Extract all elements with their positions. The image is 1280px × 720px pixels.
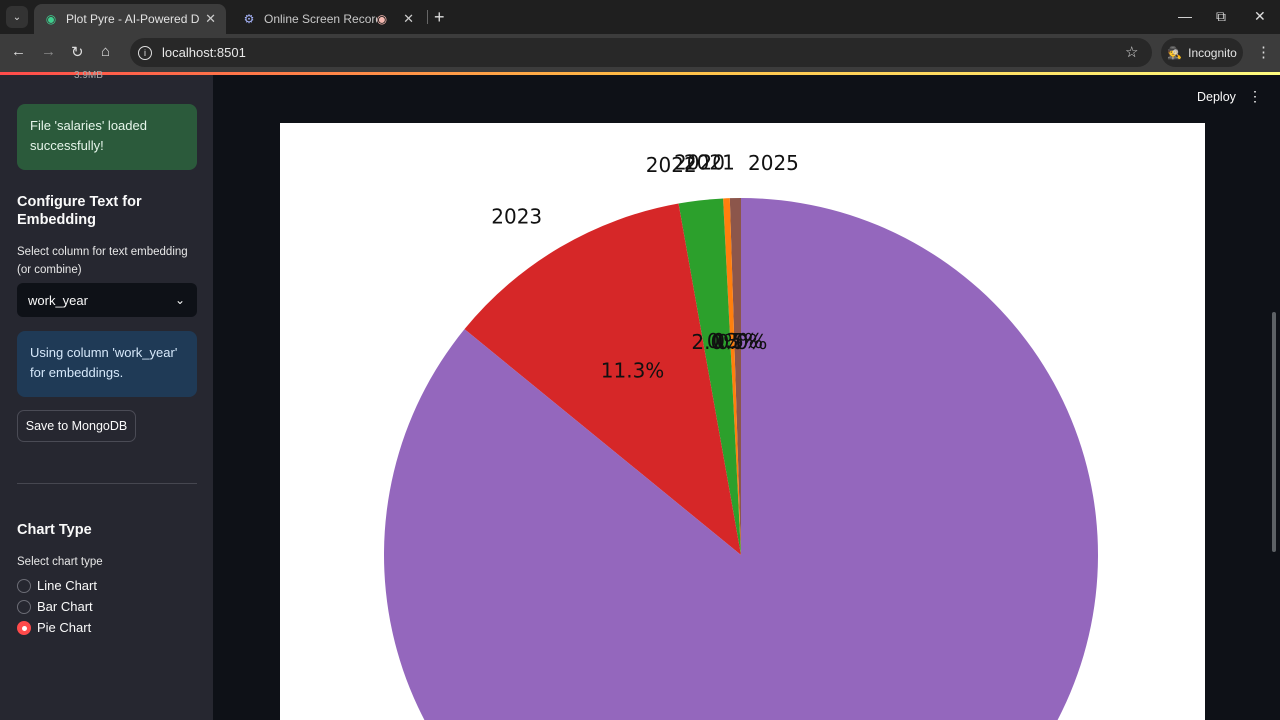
info-alert: Using column 'work_year' for embeddings.	[17, 331, 197, 397]
embedding-select-label: Select column for text embedding (or com…	[17, 246, 188, 276]
pie-slice-2021	[729, 198, 741, 555]
embedding-header: Configure Text for Embedding	[17, 194, 142, 228]
url-text: localhost:8501	[162, 45, 246, 60]
restore-button[interactable]: ⧉	[1216, 8, 1226, 24]
pie-chart: 0.5%20210.3%20202.0%202211.3%20232024202…	[280, 123, 1205, 720]
app-menu-icon[interactable]: ⋮	[1248, 88, 1262, 104]
success-alert: File 'salaries' loaded successfully!	[17, 104, 197, 170]
sidebar: 3.9MB File 'salaries' loaded successfull…	[0, 70, 213, 720]
minimize-button[interactable]: —	[1178, 8, 1192, 24]
tab-divider	[427, 10, 428, 24]
bookmark-star-icon[interactable]: ☆	[1125, 44, 1139, 61]
pie-slice-2023	[464, 203, 741, 555]
select-value: work_year	[28, 292, 88, 308]
deploy-button[interactable]: Deploy	[1197, 90, 1236, 104]
pie-slice-2020	[723, 198, 741, 555]
forward-button[interactable]: →	[41, 43, 56, 60]
chevron-down-icon: ⌄	[174, 293, 185, 307]
pie-slices	[384, 198, 1098, 720]
radio-circle-icon[interactable]	[17, 578, 31, 593]
pie-category-label: 2022	[646, 153, 697, 177]
tab-title: Plot Pyre - AI-Powered Data Vis	[66, 12, 200, 26]
radio-label: Line Chart	[37, 578, 97, 593]
pie-category-label: 2025	[748, 151, 799, 175]
close-window-button[interactable]: ✕	[1254, 8, 1266, 24]
embedding-column-select[interactable]: work_year ⌄	[17, 283, 197, 317]
radio-pie-chart[interactable]: Pie Chart	[17, 620, 91, 635]
radio-selected-icon[interactable]	[17, 620, 31, 635]
plot-pyre-logo-icon: ◉	[45, 12, 57, 26]
pie-pct-label: 2.0%	[691, 330, 742, 354]
main-scrollbar[interactable]	[1272, 312, 1276, 552]
pie-pct-label: 0.0%	[717, 330, 768, 354]
browser-toolbar: ← → ↻ ⌂ i localhost:8501 ☆ 🕵 Incognito ⋮	[0, 34, 1280, 72]
pie-category-label: 2023	[491, 204, 542, 228]
recorder-logo-icon: ⚙	[243, 12, 255, 26]
file-size: 3.9MB	[74, 70, 103, 81]
incognito-badge[interactable]: 🕵 Incognito	[1161, 38, 1243, 67]
incognito-icon: 🕵	[1167, 45, 1183, 60]
recording-icon: ◉	[376, 12, 388, 26]
pie-category-label: 2021	[684, 150, 735, 174]
incognito-label: Incognito	[1188, 45, 1237, 60]
radio-label: Bar Chart	[37, 599, 93, 614]
main-content: Deploy ⋮ 0.5% 2021 0.3% 2020 2.0% 2022 11.3% 20…	[213, 75, 1280, 720]
radio-label: Pie Chart	[37, 620, 92, 635]
pie-pct-label: 0.3%	[707, 329, 758, 353]
pie-chart-svg: 0.5%20210.3%20202.0%202211.3%20232024202…	[384, 150, 1098, 720]
chart-type-header: Chart Type	[17, 522, 92, 538]
browser-menu-icon[interactable]: ⋮	[1256, 44, 1271, 61]
browser-tab-strip: ⌄ ◉ Plot Pyre - AI-Powered Data Vis ✕ ⚙ …	[0, 0, 1280, 34]
radio-circle-icon[interactable]	[17, 599, 31, 614]
pie-pct-label: 0.5%	[712, 329, 763, 353]
pie-pct-label: 11.3%	[601, 358, 665, 382]
close-tab-icon[interactable]: ✕	[403, 11, 414, 26]
radio-bar-chart[interactable]: Bar Chart	[17, 599, 93, 614]
tab-plot-pyre[interactable]: ◉ Plot Pyre - AI-Powered Data Vis ✕	[34, 4, 226, 34]
radio-line-chart[interactable]: Line Chart	[17, 578, 97, 593]
pie-labels: 0.5%20210.3%20202.0%202211.3%20232024202…	[491, 150, 799, 382]
back-button[interactable]: ←	[11, 43, 26, 60]
tab-search-button[interactable]: ⌄	[6, 6, 28, 28]
save-to-mongodb-button[interactable]: Save to MongoDB	[17, 410, 136, 442]
pie-category-label: 2020	[674, 151, 725, 175]
streamlit-decoration-bar	[0, 72, 1280, 75]
chevron-down-icon: ⌄	[12, 11, 22, 23]
pie-slice-2022	[678, 198, 741, 555]
pie-slice-2024	[384, 198, 1098, 720]
chart-type-label: Select chart type	[17, 556, 103, 568]
address-bar[interactable]: i localhost:8501	[130, 38, 1152, 67]
home-button[interactable]: ⌂	[101, 43, 111, 60]
sidebar-divider	[17, 483, 197, 484]
tab-title: Online Screen Recorder	[264, 12, 377, 26]
site-info-icon[interactable]: i	[138, 45, 152, 60]
new-tab-button[interactable]: +	[434, 7, 445, 27]
tab-screen-recorder[interactable]: ⚙ Online Screen Recorder ◉ ✕	[232, 4, 424, 34]
close-tab-icon[interactable]: ✕	[205, 11, 216, 26]
reload-button[interactable]: ↻	[71, 44, 84, 61]
